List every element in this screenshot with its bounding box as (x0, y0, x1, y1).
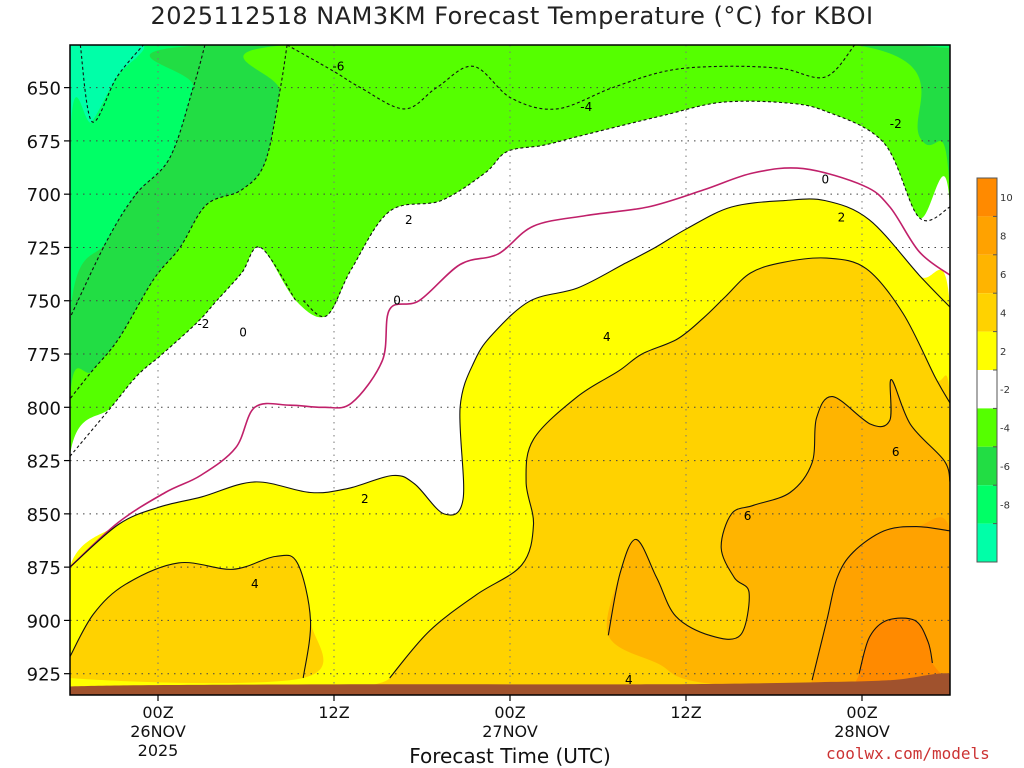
contour-label-4: 2 (405, 213, 413, 227)
y-tick-label-675: 675 (27, 132, 61, 153)
contour-line-10 (607, 379, 950, 640)
contour-label-11: 2 (361, 492, 369, 506)
temperature-band-6 (70, 555, 324, 684)
contour-label-1: -4 (580, 100, 592, 114)
colorbar-band-9 (977, 523, 997, 562)
contour-line-11 (811, 526, 950, 681)
x-tick-label-0-2: 2025 (138, 741, 179, 760)
colorbar-label-5: -2 (1000, 385, 1010, 396)
x-tick-label-4-0: 00Z (846, 703, 877, 722)
colorbar-band-0 (977, 178, 997, 217)
terrain-ground (70, 673, 950, 695)
contour-label-9: 4 (603, 330, 611, 344)
colorbar-label-3: 4 (1000, 308, 1006, 319)
colorbar-band-3 (977, 293, 997, 332)
x-tick-label-0-1: 26NOV (130, 722, 186, 741)
colorbar-label-8: -8 (1000, 500, 1010, 511)
x-tick-label-1-0: 12Z (318, 703, 349, 722)
contour-line-5 (70, 246, 297, 457)
contour-label-14: 4 (625, 673, 633, 687)
contour-label-13: 4 (251, 577, 259, 591)
x-axis-label: Forecast Time (UTC) (409, 744, 611, 768)
y-tick-label-650: 650 (27, 79, 61, 100)
y-tick-label-725: 725 (27, 238, 61, 259)
colorbar-label-7: -6 (1000, 462, 1010, 473)
y-tick-label-875: 875 (27, 558, 61, 579)
contour-label-0: -6 (332, 59, 344, 73)
contour-line-8 (70, 554, 312, 679)
y-tick-label-800: 800 (27, 398, 61, 419)
y-tick-label-750: 750 (27, 292, 61, 313)
credit-link[interactable]: coolwx.com/models (826, 744, 990, 763)
contour-label-7: -2 (197, 317, 209, 331)
colorbar-band-4 (977, 331, 997, 370)
contour-line-4 (302, 100, 950, 318)
y-tick-label-900: 900 (27, 611, 61, 632)
chart-title: 2025112518 NAM3KM Forecast Temperature (… (150, 2, 874, 30)
contour-line-0 (79, 45, 144, 123)
contour-label-3: 0 (822, 172, 830, 186)
contour-label-5: 2 (838, 211, 846, 225)
colorbar-label-6: -4 (1000, 424, 1010, 435)
colorbar-band-8 (977, 485, 997, 524)
x-tick-label-3-0: 12Z (670, 703, 701, 722)
contour-line-3 (286, 45, 856, 110)
contour-line-9 (389, 257, 950, 679)
colorbar-label-2: 6 (1000, 270, 1006, 281)
contour-label-8: 0 (239, 326, 247, 340)
contour-label-2: -2 (890, 117, 902, 131)
x-tick-label-0-0: 00Z (142, 703, 173, 722)
colorbar-label-1: 8 (1000, 232, 1006, 243)
colorbar-band-1 (977, 216, 997, 255)
y-tick-label-925: 925 (27, 665, 61, 686)
contour-line-6 (70, 167, 950, 568)
colorbar-band-2 (977, 254, 997, 294)
colorbar-band-5 (977, 370, 997, 409)
contour-line-12 (858, 617, 933, 674)
colorbar-band-7 (977, 446, 997, 486)
colorbar-label-4: 2 (1000, 347, 1006, 358)
contour-label-10: 6 (892, 445, 900, 459)
x-tick-label-2-1: 27NOV (482, 722, 538, 741)
colorbar-label-0: 10 (1000, 193, 1013, 204)
contour-line-2 (70, 45, 288, 400)
y-tick-label-775: 775 (27, 345, 61, 366)
y-tick-label-850: 850 (27, 505, 61, 526)
x-tick-label-4-1: 28NOV (834, 722, 890, 741)
contour-label-6: 0 (393, 294, 401, 308)
colorbar-band-6 (977, 408, 997, 447)
contour-line-7 (70, 198, 950, 568)
y-tick-label-825: 825 (27, 452, 61, 473)
x-tick-label-2-0: 00Z (494, 703, 525, 722)
y-tick-label-700: 700 (27, 185, 61, 206)
contour-label-12: 6 (744, 509, 752, 523)
